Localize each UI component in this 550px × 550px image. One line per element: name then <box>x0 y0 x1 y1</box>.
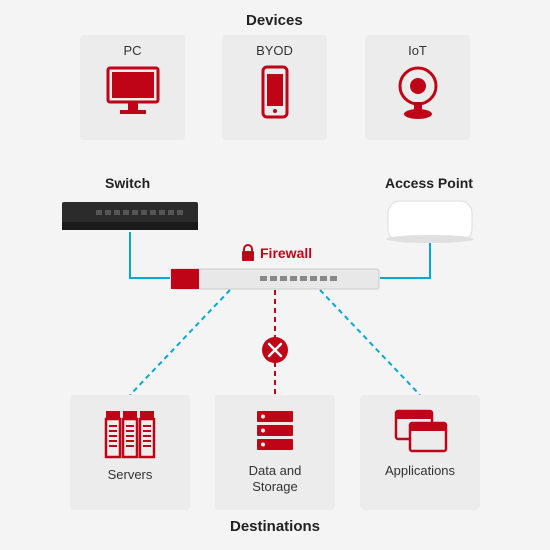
dest-applications: Applications <box>360 395 480 510</box>
devices-title: Devices <box>246 12 303 29</box>
firewall-icon <box>170 268 380 292</box>
dest-data-storage: Data and Storage <box>215 395 335 510</box>
servers-label: Servers <box>108 467 153 483</box>
iot-icon <box>390 64 446 126</box>
dest-servers: Servers <box>70 395 190 510</box>
destinations-title: Destinations <box>230 518 320 535</box>
byod-icon <box>255 64 295 126</box>
firewall-label: Firewall <box>260 245 312 261</box>
switch-icon <box>60 200 200 236</box>
device-iot: IoT <box>365 35 470 140</box>
iot-label: IoT <box>408 43 427 58</box>
device-pc: PC <box>80 35 185 140</box>
lock-icon <box>240 244 256 262</box>
device-byod: BYOD <box>222 35 327 140</box>
byod-label: BYOD <box>256 43 293 58</box>
pc-label: PC <box>123 43 141 58</box>
storage-icon <box>249 405 301 457</box>
data-storage-label: Data and Storage <box>249 463 302 494</box>
switch-label: Switch <box>105 175 150 191</box>
applications-icon <box>390 405 450 457</box>
servers-icon <box>100 405 160 461</box>
firewall-label-group: Firewall <box>240 244 312 262</box>
applications-label: Applications <box>385 463 455 479</box>
access-point-icon <box>380 195 480 247</box>
pc-icon <box>102 64 164 122</box>
access-point-label: Access Point <box>385 175 473 191</box>
